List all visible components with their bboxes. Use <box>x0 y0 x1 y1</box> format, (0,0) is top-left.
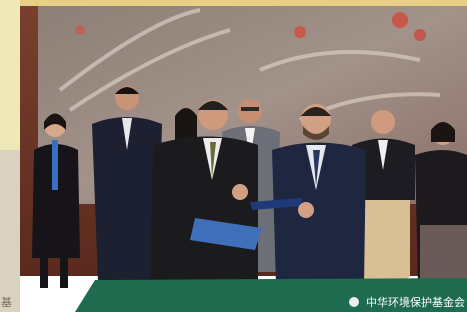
person-woman-hidden <box>175 108 197 140</box>
flower <box>392 12 408 28</box>
left-strip-lower <box>0 150 20 312</box>
watermark-text: 中华环境保护基金会 <box>366 295 465 309</box>
top-border <box>20 0 467 6</box>
left-edge-text: 基 <box>1 296 12 309</box>
flower <box>294 26 306 38</box>
flower <box>414 29 426 41</box>
watermark: 中华环境保护基金会 <box>349 295 465 309</box>
watermark-icon <box>349 297 359 307</box>
photo: 基 <box>0 0 467 312</box>
page: {"photo": {"watermark": "中华环境保护基金会", "le… <box>0 0 467 312</box>
flower <box>75 25 85 35</box>
